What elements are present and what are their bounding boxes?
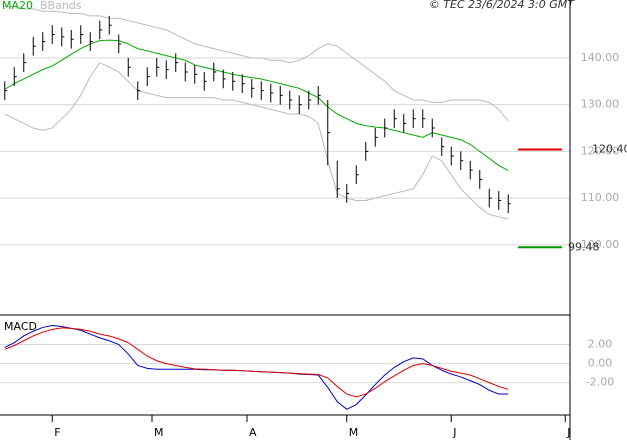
x-tick-label: M: [349, 426, 359, 439]
y-tick-label: 0.00: [588, 357, 613, 370]
macd-line: [4, 327, 509, 398]
legend-entry: MA20: [2, 0, 33, 12]
level-label: 99.48: [568, 240, 600, 253]
x-tick-label: A: [249, 426, 257, 439]
x-tick-label: M: [154, 426, 164, 439]
level-label: 120.40: [592, 143, 627, 156]
y-tick-label: -2.00: [586, 376, 614, 389]
bband-lower: [4, 61, 509, 220]
y-tick-label: 110.00: [581, 191, 620, 204]
legend-entry: BBands: [40, 0, 82, 12]
y-tick-label: 100.00: [581, 238, 620, 251]
y-tick-label: 140.00: [581, 51, 620, 64]
x-tick-label: F: [54, 426, 60, 439]
bband-upper: [4, 6, 509, 122]
y-tick-label: 130.00: [581, 98, 620, 111]
y-tick-label: 2.00: [588, 338, 613, 351]
ma-line: [4, 39, 509, 171]
x-tick-label: J: [566, 426, 570, 439]
panel-title: MACD: [4, 320, 37, 333]
x-tick-label: J: [452, 426, 456, 439]
y-tick-label: 120.00: [581, 144, 620, 157]
credit: © TEC 23/6/2024 3:0 GMT: [429, 0, 575, 11]
